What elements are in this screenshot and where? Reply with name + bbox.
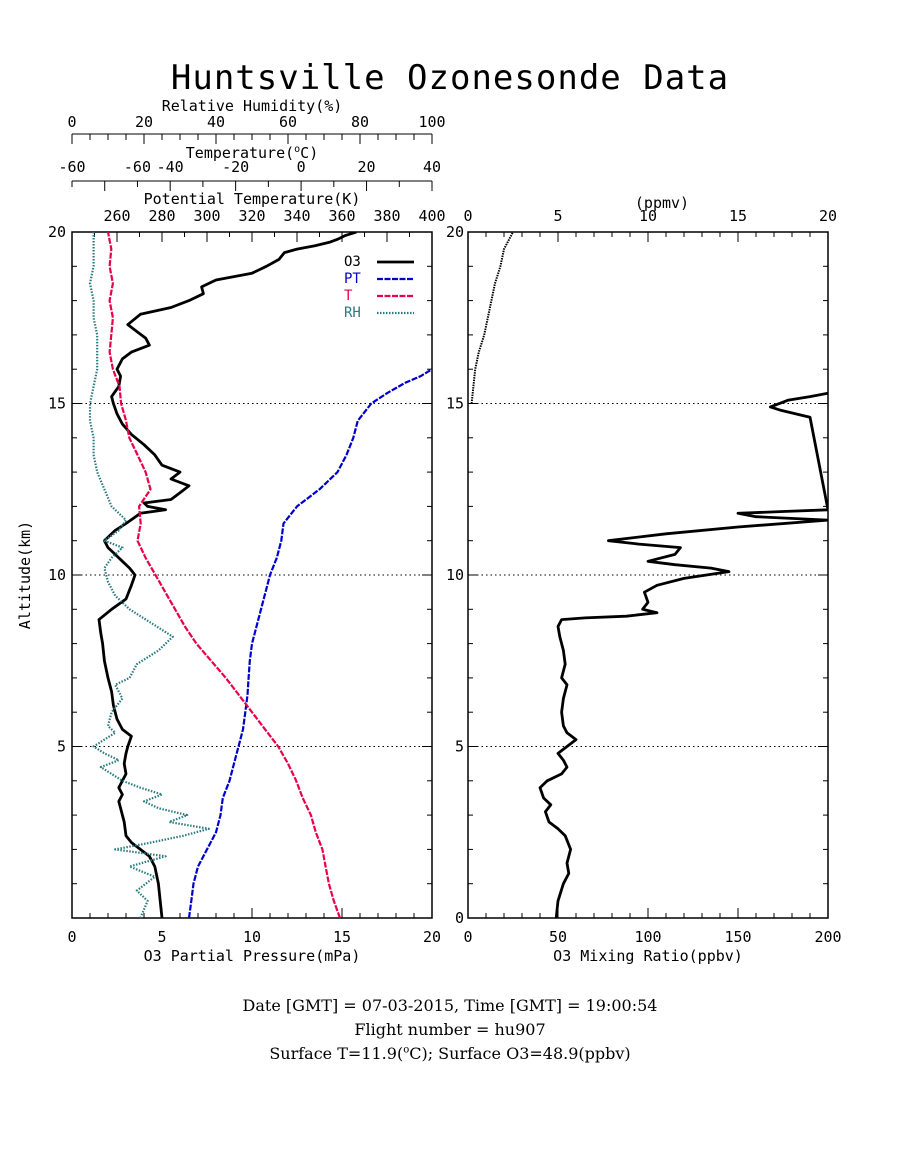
temp-tick-label: -20 xyxy=(222,158,249,176)
rh-tick-label: 20 xyxy=(135,113,153,131)
pt-tick-label: 340 xyxy=(283,207,310,225)
footer-degree-sup: o xyxy=(403,1044,410,1056)
temp-label-degree: o xyxy=(294,144,300,155)
rh-tick-label: 100 xyxy=(418,113,445,131)
ppmv-axis-label: (ppmv) xyxy=(635,194,689,212)
right-xtick-label: 50 xyxy=(549,928,567,946)
left-ytick-label: 10 xyxy=(48,566,66,584)
footer-surface-text-a: Surface T=11.9( xyxy=(269,1044,404,1063)
footer-date-time: Date [GMT] = 07-03-2015, Time [GMT] = 19… xyxy=(242,996,658,1015)
left-xaxis-label: O3 Partial Pressure(mPa) xyxy=(144,947,361,965)
footer-flight-number: Flight number = hu907 xyxy=(354,1020,546,1039)
series-pt-line xyxy=(187,368,432,918)
right-ytick-label: 5 xyxy=(455,738,464,756)
series-o3-line xyxy=(97,232,357,918)
right-xaxis-label: O3 Mixing Ratio(ppbv) xyxy=(553,947,743,965)
left-xtick-label: 15 xyxy=(333,928,351,946)
pt-tick-label: 280 xyxy=(148,207,175,225)
right-xtick-label: 100 xyxy=(634,928,661,946)
series-rh-line xyxy=(88,232,210,918)
rh-tick-label: 0 xyxy=(67,113,76,131)
right-ytick-label: 10 xyxy=(446,566,464,584)
temp-tick-label: 0 xyxy=(297,158,306,176)
ppmv-tick-label: 15 xyxy=(729,207,747,225)
temp-tick-label: -40 xyxy=(157,158,184,176)
right-xtick-label: 150 xyxy=(724,928,751,946)
rh-axis-label: Relative Humidity(%) xyxy=(162,97,343,115)
rh-tick-label: 80 xyxy=(351,113,369,131)
pt-tick-label: 360 xyxy=(328,207,355,225)
temp-label-a: Temperature( xyxy=(186,144,294,162)
mixing-ratio-ppmv-line xyxy=(470,232,514,404)
pt-tick-label: 260 xyxy=(103,207,130,225)
pt-tick-label: 400 xyxy=(418,207,445,225)
pt-tick-label: 300 xyxy=(193,207,220,225)
footer-surface-text-b: C); Surface O3=48.9(ppbv) xyxy=(409,1044,631,1063)
legend-label-t: T xyxy=(344,288,353,304)
ppmv-tick-label: 20 xyxy=(819,207,837,225)
left-ytick-label: 20 xyxy=(48,223,66,241)
right-ytick-label: 20 xyxy=(446,223,464,241)
legend-label-rh: RH xyxy=(344,305,361,321)
series-t-line xyxy=(106,232,342,918)
rh-tick-label: 60 xyxy=(279,113,297,131)
right-xtick-label: 0 xyxy=(463,928,472,946)
legend-label-pt: PT xyxy=(344,271,361,287)
left-ytick-label: 5 xyxy=(57,738,66,756)
left-xtick-label: 20 xyxy=(423,928,441,946)
chart-title: Huntsville Ozonesonde Data xyxy=(170,58,730,98)
left-xtick-label: 5 xyxy=(157,928,166,946)
right-ytick-label: 15 xyxy=(446,395,464,413)
left-xtick-label: 0 xyxy=(67,928,76,946)
temp-tick-label: 40 xyxy=(423,158,441,176)
y-axis-label: Altitude(km) xyxy=(16,521,34,629)
temp-label-c: C) xyxy=(300,144,318,162)
ppmv-tick-label: 5 xyxy=(553,207,562,225)
footer-surface-values: Surface T=11.9(oC); Surface O3=48.9(ppbv… xyxy=(0,1044,900,1063)
rh-tick-label: 40 xyxy=(207,113,225,131)
ppmv-tick-label: 0 xyxy=(463,207,472,225)
temp-tick-label: 20 xyxy=(358,158,376,176)
pt-axis-label: Potential Temperature(K) xyxy=(144,190,361,208)
right-ytick-label: 0 xyxy=(455,909,464,927)
right-xtick-label: 200 xyxy=(814,928,841,946)
left-xtick-label: 10 xyxy=(243,928,261,946)
mixing-ratio-ppbv-line xyxy=(538,391,828,918)
temp-tick-label: -60 xyxy=(124,158,151,176)
temp-axis-label: Temperature(oC) xyxy=(186,144,318,162)
pt-tick-label: 380 xyxy=(373,207,400,225)
left-ytick-label: 15 xyxy=(48,395,66,413)
ppmv-tick-label: 10 xyxy=(639,207,657,225)
pt-tick-label: 320 xyxy=(238,207,265,225)
temp-tick-label: -60 xyxy=(58,158,85,176)
legend-label-o3: O3 xyxy=(344,254,361,270)
